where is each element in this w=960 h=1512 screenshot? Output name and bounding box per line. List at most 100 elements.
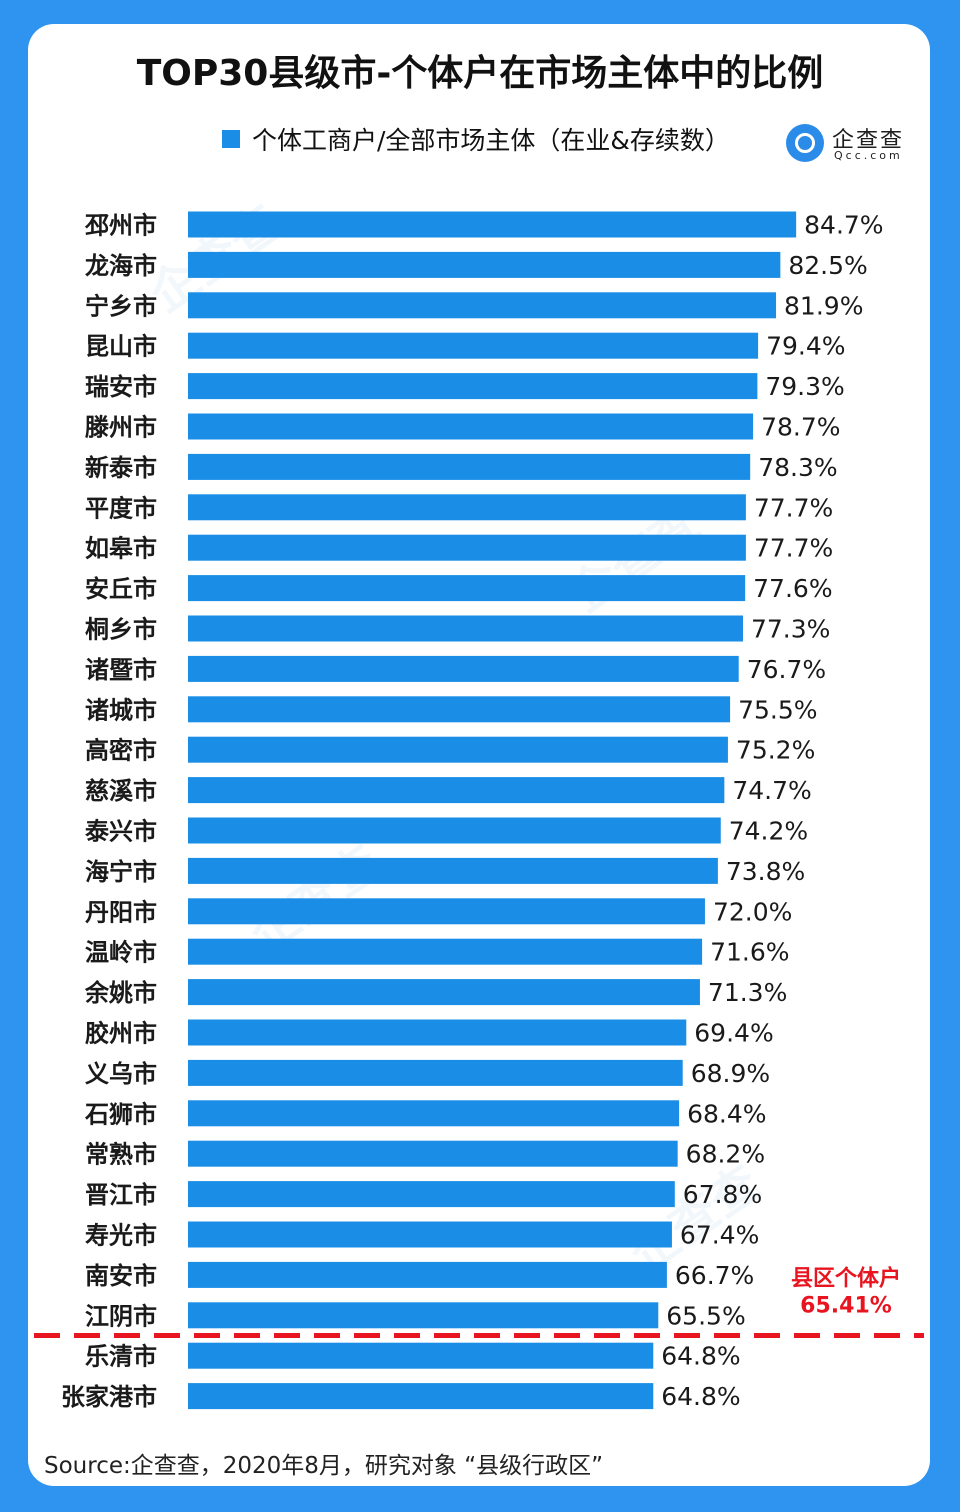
category-label: 南安市	[85, 1262, 157, 1290]
bar	[188, 898, 705, 925]
category-label: 寿光市	[85, 1222, 157, 1250]
legend-label: 个体工商户/全部市场主体（在业&存续数）	[252, 126, 730, 155]
category-label: 龙海市	[85, 252, 157, 280]
category-label: 常熟市	[85, 1141, 157, 1169]
bar	[188, 736, 728, 763]
category-label: 余姚市	[84, 979, 157, 1007]
value-label: 65.5%	[666, 1301, 745, 1330]
value-label: 71.6%	[710, 938, 789, 967]
category-label: 慈溪市	[85, 777, 157, 805]
bar	[188, 1221, 672, 1248]
category-label: 泰兴市	[85, 818, 157, 846]
bar	[188, 655, 739, 682]
bar	[188, 1140, 678, 1167]
bar	[188, 453, 751, 480]
bar	[188, 251, 781, 278]
category-label: 张家港市	[61, 1383, 157, 1411]
value-label: 74.2%	[729, 817, 808, 846]
value-label: 77.3%	[751, 615, 830, 644]
value-label: 77.7%	[754, 534, 833, 563]
bar	[188, 817, 721, 844]
value-label: 75.5%	[738, 695, 817, 724]
category-label: 江阴市	[85, 1302, 157, 1330]
bar	[188, 696, 731, 723]
category-label: 高密市	[85, 737, 157, 765]
bar	[188, 615, 744, 642]
category-label: 丹阳市	[85, 898, 157, 926]
bar	[188, 1019, 687, 1046]
category-label: 滕州市	[85, 414, 157, 442]
value-label: 68.9%	[691, 1059, 770, 1088]
value-label: 66.7%	[675, 1261, 754, 1290]
bar	[188, 534, 746, 561]
bar	[188, 575, 746, 602]
category-label: 昆山市	[85, 333, 157, 361]
value-label: 67.8%	[683, 1180, 762, 1209]
bar	[188, 979, 700, 1006]
qcc-logo: 企查查 Qcc.com	[786, 122, 916, 166]
category-label: 宁乡市	[85, 292, 157, 320]
category-label: 乐清市	[85, 1343, 157, 1371]
value-label: 74.7%	[732, 776, 811, 805]
value-label: 82.5%	[788, 251, 867, 280]
value-label: 76.7%	[747, 655, 826, 684]
value-label: 84.7%	[804, 211, 883, 240]
bar	[188, 1100, 680, 1127]
legend-swatch	[222, 130, 240, 148]
category-label: 桐乡市	[85, 616, 157, 644]
value-label: 77.6%	[753, 574, 832, 603]
bar	[188, 777, 725, 804]
value-label: 78.7%	[761, 413, 840, 442]
bar	[188, 857, 718, 884]
category-label: 石狮市	[84, 1100, 157, 1128]
value-label: 72.0%	[713, 897, 792, 926]
legend: 个体工商户/全部市场主体（在业&存续数）	[222, 122, 730, 156]
value-label: 64.8%	[661, 1342, 740, 1371]
bar	[188, 373, 758, 400]
category-label: 如皋市	[85, 535, 157, 563]
reference-value-label: 65.41%	[800, 1294, 892, 1319]
value-label: 67.4%	[680, 1221, 759, 1250]
value-label: 81.9%	[784, 291, 863, 320]
value-label: 68.4%	[687, 1099, 766, 1128]
value-label: 75.2%	[736, 736, 815, 765]
category-label: 邳州市	[84, 212, 157, 240]
bar	[188, 1342, 654, 1369]
category-label: 义乌市	[85, 1060, 157, 1088]
value-label: 79.4%	[766, 332, 845, 361]
logo-domain: Qcc.com	[834, 149, 903, 162]
category-label: 海宁市	[85, 858, 157, 886]
reference-label: 县区个体户	[791, 1266, 901, 1292]
chart-title: TOP30县级市-个体户在市场主体中的比例	[136, 53, 824, 94]
bar	[188, 211, 797, 238]
value-label: 73.8%	[726, 857, 805, 886]
bar	[188, 1181, 675, 1208]
source-note: Source:企查查，2020年8月，研究对象 “县级行政区”	[44, 1453, 604, 1479]
bar	[188, 1383, 654, 1410]
bar	[188, 1261, 667, 1288]
bar	[188, 332, 759, 359]
bar	[188, 1059, 683, 1086]
bar	[188, 938, 703, 965]
bar	[188, 494, 746, 521]
category-label: 胶州市	[85, 1020, 157, 1048]
qcc-logo-icon	[786, 124, 824, 162]
value-label: 77.7%	[754, 493, 833, 522]
value-label: 68.2%	[686, 1140, 765, 1169]
category-label: 瑞安市	[85, 373, 157, 401]
category-label: 平度市	[85, 494, 157, 522]
category-label: 诸城市	[85, 696, 157, 724]
bar	[188, 1302, 659, 1329]
category-label: 晋江市	[85, 1181, 157, 1209]
value-label: 71.3%	[708, 978, 787, 1007]
category-label: 安丘市	[85, 575, 157, 603]
category-label: 温岭市	[85, 939, 157, 967]
value-label: 79.3%	[765, 372, 844, 401]
bar	[188, 292, 777, 319]
value-label: 69.4%	[694, 1019, 773, 1048]
logo-name: 企查查	[832, 128, 905, 153]
category-label: 新泰市	[85, 454, 157, 482]
category-label: 诸暨市	[85, 656, 157, 684]
bar	[188, 413, 754, 440]
